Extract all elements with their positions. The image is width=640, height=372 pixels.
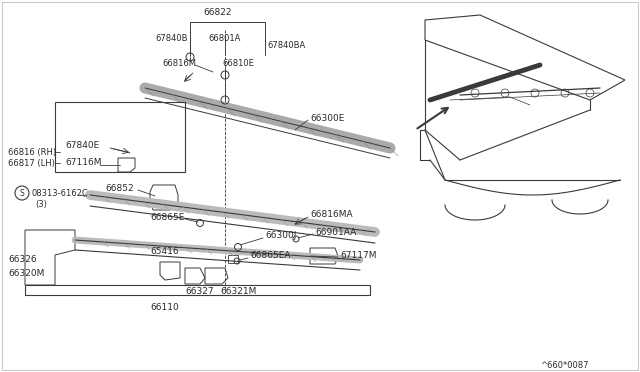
Text: 66801A: 66801A xyxy=(208,33,241,42)
Text: 66865E: 66865E xyxy=(150,212,184,221)
Text: 66822: 66822 xyxy=(204,7,232,16)
Text: 66327: 66327 xyxy=(185,288,214,296)
Text: ^660*0087: ^660*0087 xyxy=(540,360,589,369)
Bar xyxy=(55,102,185,172)
Text: 66816MA: 66816MA xyxy=(310,209,353,218)
Text: 66816M: 66816M xyxy=(162,58,196,67)
Text: 66320M: 66320M xyxy=(8,269,44,278)
Text: 66852: 66852 xyxy=(105,183,134,192)
Text: 66326: 66326 xyxy=(8,256,36,264)
Text: 66300J: 66300J xyxy=(265,231,296,240)
Text: (3): (3) xyxy=(35,199,47,208)
Text: 66865EA: 66865EA xyxy=(250,250,291,260)
Text: 66321M: 66321M xyxy=(220,288,257,296)
Text: 67840B: 67840B xyxy=(155,33,188,42)
Text: 67116M: 67116M xyxy=(65,157,102,167)
Text: 66810E: 66810E xyxy=(222,58,254,67)
Text: 66300E: 66300E xyxy=(310,113,344,122)
Text: 67840BA: 67840BA xyxy=(267,41,305,49)
Text: 66110: 66110 xyxy=(150,304,179,312)
Text: 08313-6162C: 08313-6162C xyxy=(31,189,88,198)
Text: 66901AA: 66901AA xyxy=(315,228,356,237)
Text: 67117M: 67117M xyxy=(340,250,376,260)
Text: 65416: 65416 xyxy=(150,247,179,257)
Text: 67840E: 67840E xyxy=(65,141,99,150)
Text: S: S xyxy=(20,189,24,198)
Text: 66816 (RH): 66816 (RH) xyxy=(8,148,56,157)
Text: 66817 (LH): 66817 (LH) xyxy=(8,158,55,167)
